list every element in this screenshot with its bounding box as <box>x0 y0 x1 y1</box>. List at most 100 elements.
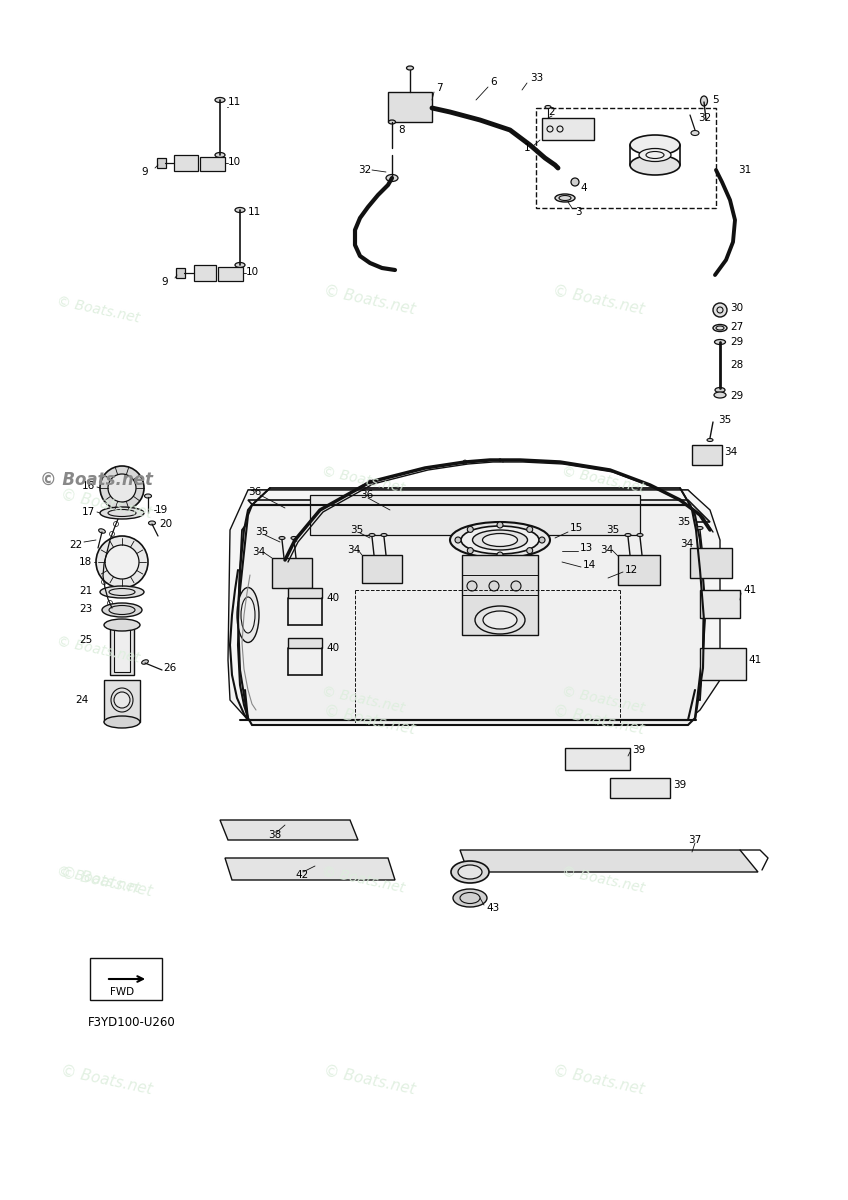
Bar <box>618 554 660 584</box>
Text: 32: 32 <box>698 113 711 122</box>
Ellipse shape <box>148 521 155 526</box>
Ellipse shape <box>472 530 527 550</box>
Text: © Boats.net: © Boats.net <box>551 1063 645 1097</box>
Text: FWD: FWD <box>110 986 134 997</box>
Ellipse shape <box>235 208 245 212</box>
Text: 35: 35 <box>255 527 268 538</box>
Ellipse shape <box>100 506 144 518</box>
Text: 5: 5 <box>712 95 718 104</box>
Text: © Boats.net: © Boats.net <box>322 1063 416 1097</box>
Text: © Boats.net: © Boats.net <box>560 684 645 715</box>
Bar <box>610 778 670 798</box>
Polygon shape <box>288 638 322 648</box>
Ellipse shape <box>483 611 517 629</box>
Text: 31: 31 <box>738 164 751 175</box>
Text: 43: 43 <box>486 902 499 913</box>
Circle shape <box>467 547 473 553</box>
Ellipse shape <box>237 588 259 642</box>
Ellipse shape <box>235 263 245 268</box>
Text: © Boats.net: © Boats.net <box>551 283 645 317</box>
Text: © Boats.net: © Boats.net <box>322 283 416 317</box>
Text: 26: 26 <box>163 662 176 673</box>
Bar <box>110 625 134 674</box>
Text: © Boats.net: © Boats.net <box>320 684 405 715</box>
Text: 34: 34 <box>252 547 265 557</box>
Text: 34: 34 <box>724 446 737 457</box>
Text: 35: 35 <box>677 517 690 527</box>
Text: 32: 32 <box>358 164 371 175</box>
Text: 34: 34 <box>347 545 360 554</box>
Polygon shape <box>225 858 395 880</box>
Circle shape <box>713 302 727 317</box>
Text: 36: 36 <box>360 490 373 500</box>
Ellipse shape <box>104 619 140 631</box>
Ellipse shape <box>697 527 703 529</box>
Ellipse shape <box>369 534 375 536</box>
Text: 17: 17 <box>81 506 95 517</box>
Ellipse shape <box>291 536 297 540</box>
Text: © Boats.net: © Boats.net <box>55 294 141 325</box>
Text: 38: 38 <box>268 830 282 840</box>
Text: 10: 10 <box>228 157 241 167</box>
Bar <box>174 155 198 170</box>
Text: 33: 33 <box>530 73 544 83</box>
Ellipse shape <box>707 438 713 442</box>
Text: © Boats.net: © Boats.net <box>560 464 645 496</box>
Text: 39: 39 <box>632 745 645 755</box>
Bar <box>157 158 166 168</box>
Text: 29: 29 <box>730 391 743 401</box>
Circle shape <box>368 480 372 484</box>
Ellipse shape <box>458 865 482 878</box>
Text: 8: 8 <box>398 125 404 134</box>
Ellipse shape <box>241 596 255 634</box>
Ellipse shape <box>700 96 707 106</box>
Text: © Boats.net: © Boats.net <box>322 703 416 737</box>
Circle shape <box>497 522 503 528</box>
Circle shape <box>527 547 533 553</box>
Polygon shape <box>248 500 710 522</box>
Ellipse shape <box>630 155 680 175</box>
Text: 37: 37 <box>688 835 701 845</box>
Text: 23: 23 <box>79 604 92 614</box>
Ellipse shape <box>215 152 225 157</box>
Circle shape <box>511 581 521 590</box>
Text: 39: 39 <box>673 780 686 790</box>
Text: 4: 4 <box>580 182 587 193</box>
Text: 11: 11 <box>248 206 261 217</box>
Text: 41: 41 <box>743 584 756 595</box>
Text: 34: 34 <box>600 545 613 554</box>
Text: © Boats.net: © Boats.net <box>560 864 645 895</box>
Bar <box>194 265 216 281</box>
Bar <box>542 118 594 140</box>
Ellipse shape <box>100 586 144 598</box>
Circle shape <box>108 474 136 502</box>
Text: 3: 3 <box>575 206 582 217</box>
Ellipse shape <box>625 534 631 536</box>
Circle shape <box>467 527 473 533</box>
Polygon shape <box>220 820 358 840</box>
Circle shape <box>467 581 477 590</box>
Text: © Boats.net: © Boats.net <box>55 635 141 666</box>
Circle shape <box>293 538 297 542</box>
Circle shape <box>96 536 148 588</box>
Circle shape <box>463 460 467 464</box>
Text: 35: 35 <box>350 526 363 535</box>
Text: 21: 21 <box>79 586 92 596</box>
Bar <box>700 590 740 618</box>
Ellipse shape <box>104 716 140 728</box>
Text: 40: 40 <box>326 593 339 602</box>
Ellipse shape <box>406 66 414 70</box>
Text: 29: 29 <box>730 337 743 347</box>
Text: 19: 19 <box>155 505 168 515</box>
Ellipse shape <box>483 534 517 546</box>
Ellipse shape <box>555 194 575 202</box>
Ellipse shape <box>545 106 551 108</box>
Ellipse shape <box>639 149 671 162</box>
Text: 13: 13 <box>580 542 594 553</box>
Ellipse shape <box>461 526 539 554</box>
Bar <box>114 628 130 672</box>
Text: 34: 34 <box>680 539 694 550</box>
Polygon shape <box>460 850 758 872</box>
Text: © Boats.net: © Boats.net <box>59 1063 153 1097</box>
Text: © Boats.net: © Boats.net <box>320 864 405 895</box>
